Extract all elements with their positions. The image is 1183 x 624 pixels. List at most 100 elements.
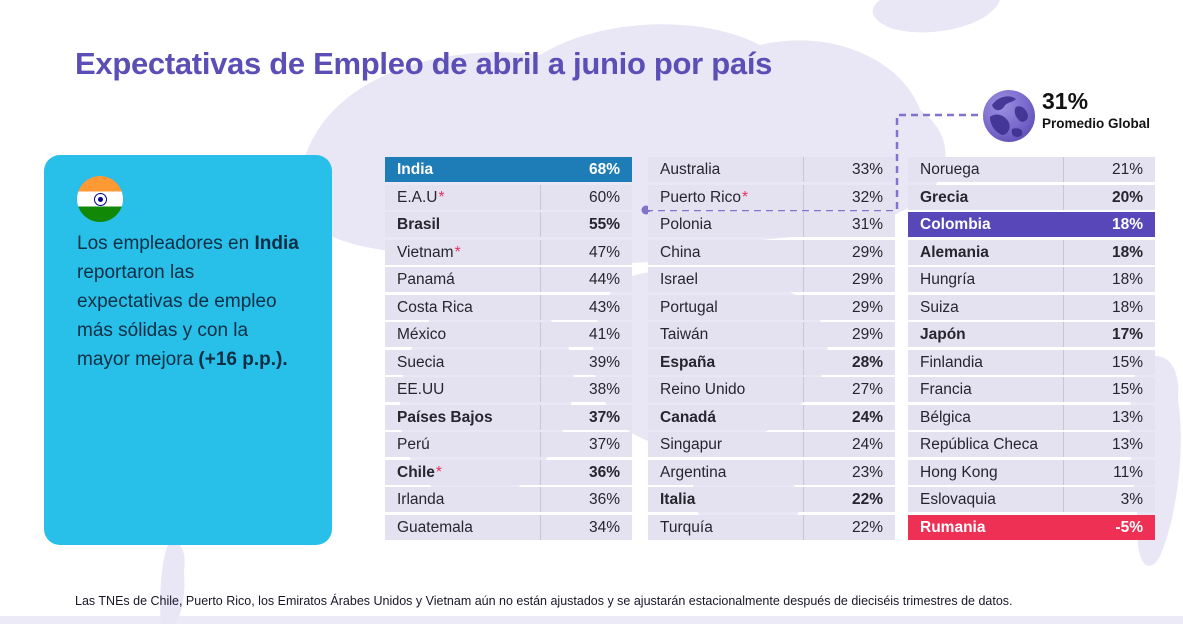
country-value: 55%	[588, 216, 620, 233]
country-name: Colombia	[920, 216, 991, 233]
table-row-francia: Francia 15%	[908, 377, 1155, 402]
country-value: 44%	[588, 271, 620, 288]
callout-text-segment: reportaron las expectativas de empleo má…	[77, 262, 277, 370]
country-value: 60%	[588, 188, 620, 206]
table-row-australia: Australia 33%	[648, 157, 895, 182]
country-name: Vietnam*	[385, 239, 541, 265]
callout-text: Los empleadores en India reportaron las …	[77, 229, 305, 374]
table-row-suiza: Suiza 18%	[908, 294, 1155, 320]
country-name: Francia	[908, 377, 1064, 402]
country-name: Australia	[648, 157, 804, 182]
table-row-china: China 29%	[648, 239, 895, 265]
country-value: 18%	[1111, 216, 1143, 233]
table-row-grecia: Grecia 20%	[908, 184, 1155, 210]
table-row-canad-: Canadá 24%	[648, 404, 895, 430]
unadjusted-asterisk: *	[741, 188, 749, 206]
callout-country-bold: India	[254, 233, 299, 254]
table-row-jap-n: Japón 17%	[908, 322, 1155, 347]
table-row-rumania: Rumania -5%	[908, 514, 1155, 540]
country-value: 47%	[588, 243, 620, 261]
country-name: Canadá	[648, 404, 804, 430]
unadjusted-asterisk: *	[435, 463, 442, 481]
country-name: Singapur	[648, 432, 804, 457]
country-value: 18%	[1111, 271, 1143, 288]
country-name: Costa Rica	[385, 294, 541, 320]
country-name: Rumania	[920, 518, 986, 536]
country-name: Bélgica	[908, 404, 1064, 430]
country-name: Hong Kong	[908, 459, 1064, 485]
country-value: 24%	[851, 408, 883, 426]
country-table-column-1: India 68% E.A.U* 60% Brasil 55% Vietnam* 47% Pan…	[385, 157, 632, 542]
country-name: México	[385, 322, 541, 347]
table-row-b-lgica: Bélgica 13%	[908, 404, 1155, 430]
country-value: 28%	[851, 353, 883, 371]
footnote: Las TNEs de Chile, Puerto Rico, los Emir…	[75, 594, 1013, 608]
country-value: 37%	[588, 436, 620, 453]
country-value: 36%	[588, 463, 620, 481]
country-value: 31%	[851, 216, 883, 233]
country-value: -5%	[1115, 518, 1143, 536]
country-table-column-3: Noruega 21% Grecia 20% Colombia 18% Alemania 18…	[908, 157, 1155, 542]
country-value: 33%	[851, 161, 883, 178]
country-value: 17%	[1111, 326, 1143, 343]
country-value: 15%	[1111, 353, 1143, 371]
globe-icon	[983, 90, 1035, 142]
global-average-value: 31%	[1042, 88, 1089, 114]
country-name: Taiwán	[648, 322, 804, 347]
country-name: Chile*	[385, 459, 541, 485]
table-row-hong-kong: Hong Kong 11%	[908, 459, 1155, 485]
country-name: Reino Unido	[648, 377, 804, 402]
table-row-brasil: Brasil 55%	[385, 212, 632, 237]
table-row-per-: Perú 37%	[385, 432, 632, 457]
country-value: 29%	[851, 298, 883, 316]
country-name: Turquía	[648, 514, 804, 540]
country-value: 29%	[851, 271, 883, 288]
country-name: Grecia	[908, 184, 1064, 210]
country-value: 15%	[1111, 381, 1143, 398]
country-table-column-2: Australia 33% Puerto Rico* 32% Polonia 31% Chi…	[648, 157, 895, 542]
country-name: Puerto Rico*	[648, 184, 804, 210]
country-name: Eslovaquia	[908, 487, 1064, 512]
country-name: Alemania	[908, 239, 1064, 265]
country-value: 41%	[588, 326, 620, 343]
country-name: Argentina	[648, 459, 804, 485]
country-name: Guatemala	[385, 514, 541, 540]
table-row-argentina: Argentina 23%	[648, 459, 895, 485]
country-value: 68%	[588, 161, 620, 178]
table-row-noruega: Noruega 21%	[908, 157, 1155, 182]
table-row-eslovaquia: Eslovaquia 3%	[908, 487, 1155, 512]
country-name: Panamá	[385, 267, 541, 292]
country-name: Japón	[908, 322, 1064, 347]
page-title: Expectativas de Empleo de abril a junio …	[75, 46, 773, 81]
country-name: Hungría	[908, 267, 1064, 292]
country-value: 18%	[1111, 243, 1143, 261]
india-highlight-card: Los empleadores en India reportaron las …	[44, 155, 332, 545]
country-name: Italia	[648, 487, 804, 512]
country-value: 3%	[1120, 491, 1143, 508]
country-name: China	[648, 239, 804, 265]
global-average: 31% Promedio Global	[1042, 88, 1150, 132]
country-value: 13%	[1111, 408, 1143, 426]
country-name: República Checa	[908, 432, 1064, 457]
country-value: 34%	[588, 518, 620, 536]
country-value: 36%	[588, 491, 620, 508]
country-name: Suecia	[385, 349, 541, 375]
table-row-singapur: Singapur 24%	[648, 432, 895, 457]
country-value: 39%	[588, 353, 620, 371]
country-value: 29%	[851, 243, 883, 261]
table-row-ee-uu: EE.UU 38%	[385, 377, 632, 402]
country-value: 23%	[851, 463, 883, 481]
country-name: Perú	[385, 432, 541, 457]
country-value: 29%	[851, 326, 883, 343]
country-value: 22%	[851, 491, 883, 508]
country-value: 21%	[1111, 161, 1143, 178]
table-row-rep-blica-checa: República Checa 13%	[908, 432, 1155, 457]
country-value: 27%	[851, 381, 883, 398]
table-row-e-a-u: E.A.U* 60%	[385, 184, 632, 210]
table-row-vietnam: Vietnam* 47%	[385, 239, 632, 265]
table-row-turqu-a: Turquía 22%	[648, 514, 895, 540]
country-name: E.A.U*	[385, 184, 541, 210]
table-row-colombia: Colombia 18%	[908, 212, 1155, 237]
table-row-costa-rica: Costa Rica 43%	[385, 294, 632, 320]
country-value: 22%	[851, 518, 883, 536]
